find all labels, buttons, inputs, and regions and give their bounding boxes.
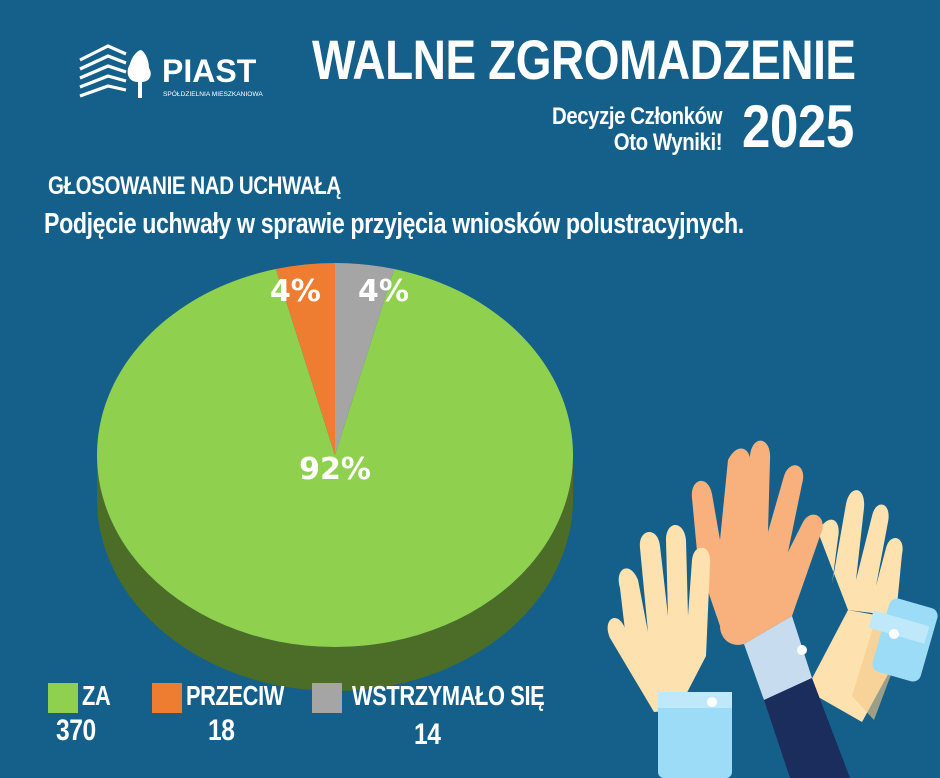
hand-right-icon (806, 490, 938, 722)
hand-left-icon (607, 525, 732, 778)
legend-count-za: 370 (56, 714, 96, 747)
tree-icon (127, 50, 151, 98)
pie-label-wstrzymało-się: 4% (358, 274, 409, 309)
raised-hands-illustration (607, 440, 938, 778)
subtitle-line-2: Oto Wyniki! (613, 129, 723, 156)
question-text: Podjęcie uchwały w sprawie przyjęcia wni… (44, 208, 744, 240)
legend-label-przeciw: PRZECIW (186, 680, 284, 711)
subtitle: Decyzje Członków Oto Wyniki! (552, 104, 722, 156)
pie-slice-wstrzymało-się (335, 263, 395, 455)
legend-count-wstrzymalo: 14 (414, 718, 441, 751)
logo-subtext: SPÓŁDZIELNIA MIESZKANIOWA (163, 89, 263, 98)
piast-logo: PIAST SPÓŁDZIELNIA MIESZKANIOWA (79, 44, 263, 98)
pie-slice-przeciw (275, 263, 335, 455)
pie-label-za: 92% (299, 452, 371, 487)
section-label: GŁOSOWANIE NAD UCHWAŁĄ (48, 172, 341, 200)
legend-swatch-wstrzymalo (312, 683, 342, 713)
pie-label-przeciw: 4% (270, 274, 321, 309)
legend-swatch-przeciw (152, 683, 182, 713)
building-icon (79, 44, 127, 98)
pie-slice-za (96, 269, 574, 648)
page-title: WALNE ZGROMADZENIE (312, 28, 856, 91)
year: 2025 (742, 93, 854, 160)
pie-side-0 (97, 455, 573, 691)
subtitle-line-1: Decyzje Członków (551, 103, 722, 130)
logo-text: PIAST (162, 53, 257, 89)
legend-label-wstrzymalo: WSTRZYMAŁO SIĘ (352, 680, 545, 711)
legend-label-za: ZA (82, 680, 111, 711)
legend-count-przeciw: 18 (208, 714, 235, 747)
legend-swatch-za (48, 683, 78, 713)
hand-center-icon (691, 440, 850, 778)
